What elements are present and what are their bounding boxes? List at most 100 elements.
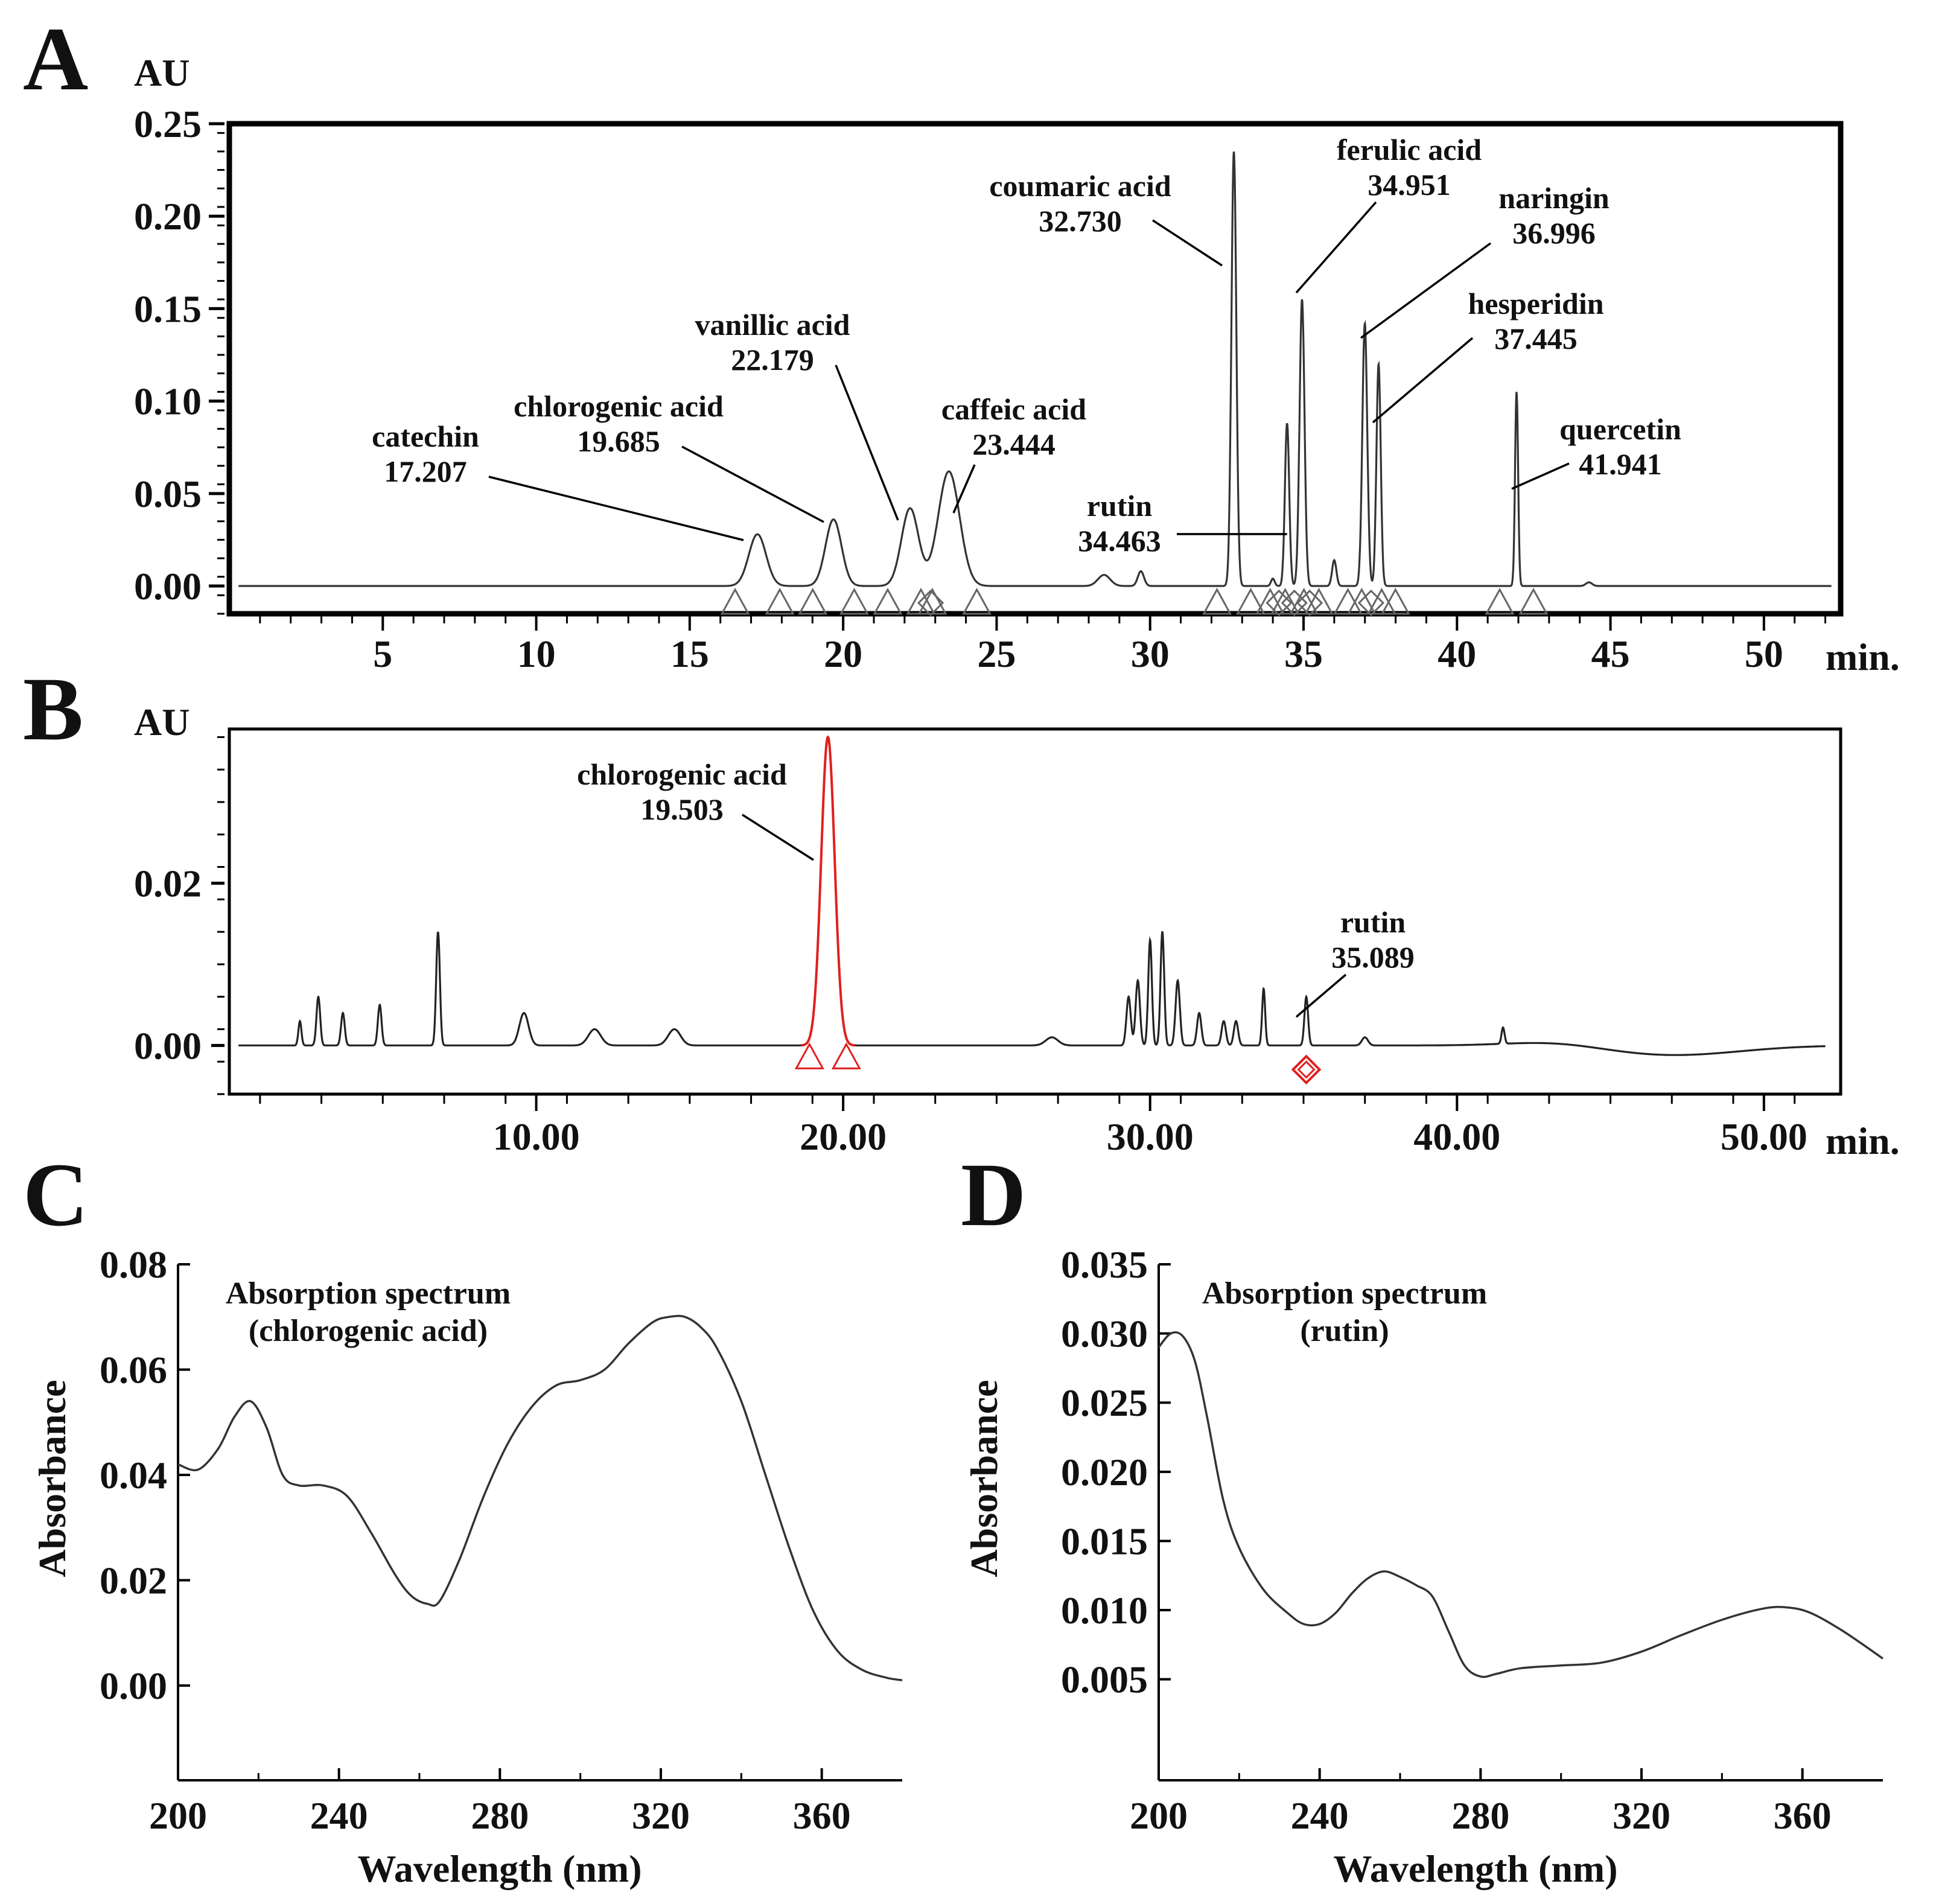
- panel-d-xtick-label: 360: [1774, 1794, 1832, 1837]
- panel-c-xtick-label: 320: [632, 1794, 690, 1837]
- panel-a-ytick-label: 0.10: [134, 380, 202, 423]
- panel-a-leader-line: [1372, 337, 1474, 424]
- panel-d-spectrum: D 0.005 0.010 0.015 0.020 0.025 0.030 0.035 200…: [961, 1145, 1883, 1890]
- panel-a-xtick-label: 35: [1284, 632, 1323, 675]
- panel-c-ytick-label: 0.04: [100, 1454, 167, 1497]
- panel-d-xtick-label: 280: [1451, 1794, 1509, 1837]
- panel-b-letter: B: [23, 659, 83, 759]
- panel-a-triangle-marker: [1270, 587, 1301, 615]
- panel-a-xtick-label: 25: [977, 632, 1016, 675]
- panel-a-xlabel: min.: [1826, 635, 1900, 678]
- panel-b-peak-rt: 35.089: [1331, 940, 1415, 974]
- panel-a-diamond-marker: [917, 589, 944, 617]
- panel-a-peak-rt: 23.444: [972, 427, 1056, 461]
- panel-b-trace-line: [238, 736, 1826, 1056]
- panel-a-peak-rt: 41.941: [1579, 447, 1662, 481]
- panel-b-diamond-marker: [1297, 1060, 1316, 1079]
- panel-a-xtick-label: 30: [1131, 632, 1170, 675]
- panel-c-xlabel: Wavelength (nm): [357, 1847, 642, 1890]
- panel-a-peak-name: vanillic acid: [695, 308, 850, 342]
- panel-a-ytick-label: 0.20: [134, 195, 202, 238]
- panel-a-triangle-marker: [1235, 587, 1266, 615]
- panel-a-xtick-label: 20: [824, 632, 862, 675]
- panel-a-peak-rt: 17.207: [384, 454, 467, 488]
- panel-a-peak-rt: 37.445: [1494, 322, 1578, 355]
- panel-b-leader-line: [742, 813, 814, 861]
- panel-c-xtick-label: 240: [310, 1794, 368, 1837]
- panel-a-ytick-label: 0.25: [134, 103, 202, 145]
- panel-a-triangle-marker: [1304, 587, 1334, 615]
- panel-a-triangle-marker: [1485, 587, 1515, 615]
- panel-c-title-line-2: (chlorogenic acid): [249, 1314, 488, 1348]
- panel-a-peak-name: ferulic acid: [1337, 133, 1482, 167]
- panel-c-spectrum-line: [177, 1314, 903, 1681]
- panel-b-ytick-label: 0.02: [134, 862, 202, 905]
- panel-c-spectrum: C 0.00 0.02 0.04 0.06 0.08 200 240 280 320 360 Ab…: [23, 1145, 903, 1890]
- panel-b-triangle-marker: [794, 1042, 824, 1069]
- panel-b-xtick-label: 10.00: [493, 1115, 580, 1158]
- panel-d-xtick-label: 200: [1130, 1794, 1188, 1837]
- panel-d-title-line-1: Absorption spectrum: [1202, 1276, 1487, 1311]
- panel-a-frame: [226, 121, 1844, 617]
- panel-a-triangle-marker: [798, 587, 828, 615]
- panel-c-xtick-label: 360: [793, 1794, 851, 1837]
- panel-b-ytick-label: 0.00: [134, 1024, 202, 1067]
- panel-a-triangle-marker: [962, 587, 992, 615]
- panel-a-leader-line: [681, 445, 824, 523]
- panel-a-peak-rt: 34.951: [1368, 168, 1451, 202]
- panel-c-ylabel: Absorbance: [31, 1380, 74, 1577]
- panel-a-ylabel: AU: [134, 51, 189, 94]
- panel-a-triangle-marker: [1255, 587, 1285, 615]
- panel-a-peak-name: hesperidin: [1468, 287, 1603, 320]
- panel-d-letter: D: [961, 1145, 1026, 1245]
- panel-a-triangle-marker: [1380, 587, 1410, 615]
- panel-a-peak-rt: 36.996: [1512, 216, 1596, 250]
- panel-a-triangle-marker: [1289, 587, 1319, 615]
- panel-d-xtick-label: 240: [1291, 1794, 1349, 1837]
- panel-d-xlabel: Wavelength (nm): [1333, 1847, 1617, 1890]
- panel-a-peak-name: caffeic acid: [941, 392, 1086, 426]
- panel-b-xlabel: min.: [1826, 1119, 1900, 1162]
- panel-c-letter: C: [23, 1145, 88, 1245]
- panel-a-peak-rt: 22.179: [731, 343, 814, 377]
- panel-d-ytick-label: 0.015: [1061, 1520, 1148, 1562]
- panel-a-peak-rt: 34.463: [1078, 524, 1161, 558]
- panel-d-ytick-label: 0.010: [1061, 1589, 1148, 1632]
- panel-a-triangle-marker: [839, 587, 870, 615]
- panel-a-triangle-marker: [1518, 587, 1549, 615]
- panel-a-xtick-label: 40: [1438, 632, 1476, 675]
- panel-b-highlight-peak: [800, 735, 856, 1047]
- panel-a-peak-name: catechin: [372, 419, 479, 453]
- panel-c-xtick-label: 280: [471, 1794, 529, 1837]
- panel-a-ytick-label: 0.15: [134, 287, 202, 330]
- panel-a-leader-line: [1295, 201, 1377, 294]
- panel-b-triangle-marker: [831, 1042, 861, 1069]
- panel-d-xtick-label: 320: [1613, 1794, 1670, 1837]
- panel-a-ytick-label: 0.00: [134, 565, 202, 608]
- panel-b-leader-line: [1295, 973, 1347, 1018]
- panel-b-xtick-label: 20.00: [800, 1115, 887, 1158]
- panel-d-ytick-label: 0.025: [1061, 1381, 1148, 1424]
- panel-a-peak-name: naringin: [1498, 181, 1610, 215]
- panel-a-letter: A: [23, 9, 88, 109]
- panel-a-triangle-marker: [1346, 587, 1377, 615]
- panel-a-triangle-marker: [1333, 587, 1363, 615]
- panel-c-ytick-label: 0.02: [100, 1559, 167, 1602]
- panel-d-ytick-label: 0.020: [1061, 1451, 1148, 1494]
- panel-a-ytick-label: 0.05: [134, 473, 202, 515]
- panel-a-triangle-marker: [906, 587, 936, 615]
- panel-c-ytick-label: 0.06: [100, 1348, 167, 1391]
- panel-a-xtick-label: 45: [1591, 632, 1630, 675]
- panel-c-xtick-label: 200: [149, 1794, 207, 1837]
- panel-a-triangle-marker: [873, 587, 903, 615]
- panel-b-peak-name: chlorogenic acid: [577, 757, 787, 791]
- panel-a-peak-name: chlorogenic acid: [514, 389, 724, 423]
- panel-a-xtick-label: 10: [517, 632, 556, 675]
- panel-c-ytick-label: 0.00: [100, 1664, 167, 1707]
- panel-a-leader-line: [488, 476, 744, 541]
- panel-a-leader-line: [835, 365, 899, 521]
- panel-a-triangle-marker: [720, 587, 750, 615]
- panel-a-xtick-label: 15: [670, 632, 709, 675]
- panel-b-xtick-label: 40.00: [1413, 1115, 1500, 1158]
